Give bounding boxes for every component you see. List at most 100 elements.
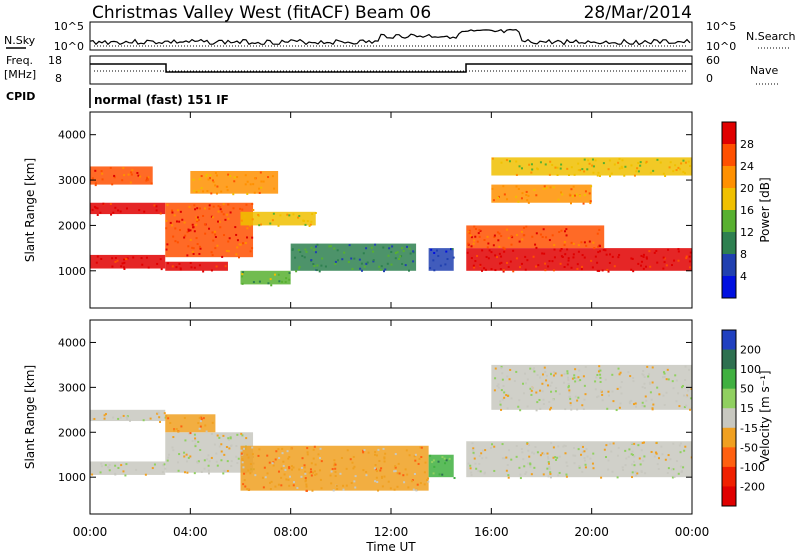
power-speckle bbox=[503, 193, 506, 196]
power-speckle bbox=[496, 231, 499, 234]
power-speckle bbox=[481, 269, 484, 272]
velocity-speckle bbox=[479, 470, 482, 473]
velocity-speckle bbox=[667, 378, 670, 381]
power-speckle bbox=[193, 204, 196, 207]
velocity-speckle bbox=[622, 468, 625, 471]
power-speckle bbox=[380, 265, 383, 268]
velocity-speckle bbox=[548, 466, 551, 469]
power-speckle bbox=[649, 265, 652, 268]
velocity-speckle bbox=[403, 481, 406, 484]
velocity-speckle bbox=[508, 449, 511, 452]
velocity-speckle bbox=[506, 407, 509, 410]
power-speckle bbox=[474, 235, 477, 238]
velocity-speckle bbox=[677, 472, 680, 475]
power-speckle bbox=[494, 254, 497, 257]
velocity-speckle bbox=[689, 408, 692, 411]
power-speckle bbox=[446, 258, 449, 261]
velocity-speckle bbox=[574, 380, 577, 383]
velocity-speckle bbox=[527, 444, 530, 447]
velocity-speckle bbox=[415, 489, 418, 492]
velocity-speckle bbox=[320, 460, 323, 463]
velocity-speckle bbox=[198, 427, 201, 430]
power-speckle bbox=[483, 267, 486, 270]
power-speckle bbox=[199, 247, 202, 250]
power-speckle bbox=[294, 256, 297, 259]
power-speckle bbox=[295, 270, 298, 273]
power-speckle bbox=[684, 161, 687, 164]
power-speckle bbox=[633, 174, 636, 177]
velocity-speckle bbox=[683, 449, 686, 452]
power-speckle bbox=[145, 256, 148, 259]
velocity-speckle bbox=[380, 467, 383, 470]
power-band-fill bbox=[165, 261, 228, 271]
power-speckle bbox=[129, 181, 132, 184]
velocity-speckle bbox=[246, 488, 249, 491]
velocity-speckle bbox=[592, 452, 595, 455]
velocity-speckle bbox=[493, 469, 496, 472]
velocity-speckle bbox=[216, 434, 219, 437]
power-speckle bbox=[193, 189, 196, 192]
velocity-speckle bbox=[333, 464, 336, 467]
power-speckle bbox=[258, 280, 261, 283]
velocity-speckle bbox=[641, 373, 644, 376]
power-speckle bbox=[193, 266, 196, 269]
power-speckle bbox=[450, 248, 453, 251]
power-speckle bbox=[347, 260, 350, 263]
velocity-speckle bbox=[567, 378, 570, 381]
power-speckle bbox=[497, 196, 500, 199]
velocity-speckle bbox=[423, 483, 426, 486]
velocity-speckle bbox=[667, 454, 670, 457]
velocity-speckle bbox=[628, 402, 631, 405]
power-speckle bbox=[174, 227, 177, 230]
power-speckle bbox=[238, 243, 241, 246]
power-speckle bbox=[224, 218, 227, 221]
power-speckle bbox=[573, 173, 576, 176]
velocity-speckle bbox=[583, 456, 586, 459]
power-speckle bbox=[518, 165, 521, 168]
velocity-speckle bbox=[550, 390, 553, 393]
velocity-speckle bbox=[680, 470, 683, 473]
velocity-speckle bbox=[264, 476, 267, 479]
power-speckle bbox=[510, 243, 513, 246]
power-speckle bbox=[324, 265, 327, 268]
power-colorbar-tick: 24 bbox=[740, 160, 754, 173]
velocity-speckle bbox=[382, 447, 385, 450]
power-speckle bbox=[246, 180, 249, 183]
power-speckle bbox=[551, 260, 554, 263]
power-speckle bbox=[668, 166, 671, 169]
power-speckle bbox=[598, 250, 601, 253]
velocity-speckle bbox=[611, 390, 614, 393]
velocity-speckle bbox=[173, 428, 176, 431]
velocity-speckle bbox=[414, 453, 417, 456]
velocity-speckle bbox=[413, 473, 416, 476]
power-speckle bbox=[193, 230, 196, 233]
velocity-speckle bbox=[241, 434, 244, 437]
velocity-speckle bbox=[354, 486, 357, 489]
power-speckle bbox=[288, 214, 291, 217]
velocity-speckle bbox=[197, 422, 200, 425]
velocity-speckle bbox=[641, 441, 644, 444]
velocity-speckle bbox=[547, 457, 550, 460]
velocity-speckle bbox=[379, 469, 382, 472]
power-speckle bbox=[613, 163, 616, 166]
velocity-speckle bbox=[183, 455, 186, 458]
velocity-speckle bbox=[529, 463, 532, 466]
power-speckle bbox=[202, 214, 205, 217]
power-speckle bbox=[190, 266, 193, 269]
power-speckle bbox=[101, 178, 104, 181]
velocity-speckle bbox=[281, 447, 284, 450]
power-speckle bbox=[468, 229, 471, 232]
velocity-speckle bbox=[342, 484, 345, 487]
power-speckle bbox=[637, 262, 640, 265]
power-speckle bbox=[316, 243, 319, 246]
velocity-speckle bbox=[362, 449, 365, 452]
power-band bbox=[90, 254, 166, 271]
power-speckle bbox=[123, 266, 126, 269]
velocity-speckle bbox=[533, 466, 536, 469]
power-speckle bbox=[534, 243, 537, 246]
beam-title: Beam 06 bbox=[355, 3, 431, 23]
velocity-speckle bbox=[640, 449, 643, 452]
power-speckle bbox=[359, 267, 362, 270]
velocity-speckle bbox=[339, 472, 342, 475]
velocity-speckle bbox=[539, 407, 542, 410]
